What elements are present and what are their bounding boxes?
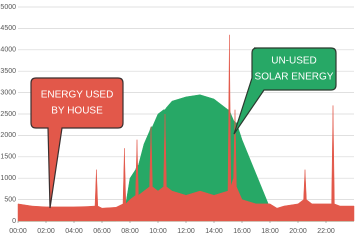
y-tick-label: 0 [12, 218, 16, 225]
x-tick-label: 22:00 [317, 228, 335, 235]
y-tick-label: 3000 [0, 89, 16, 96]
y-tick-label: 5000 [0, 4, 16, 11]
callout-text: BY HOUSE [51, 106, 103, 117]
y-tick-label: 1500 [0, 154, 16, 161]
x-tick-label: 08:00 [121, 228, 139, 235]
areas [17, 34, 355, 222]
callout-text: UN-USED [271, 56, 317, 67]
callout-shape [233, 47, 337, 135]
y-tick-label: 3500 [0, 68, 16, 75]
callout-text: SOLAR ENERGY [255, 72, 334, 83]
y-tick-label: 500 [4, 196, 16, 203]
y-tick-label: 4500 [0, 25, 16, 32]
callout-text: ENERGY USED [41, 90, 114, 101]
x-tick-label: 14:00 [205, 228, 223, 235]
x-tick-label: 18:00 [261, 228, 279, 235]
callout-shape [30, 77, 124, 209]
callout-solar: UN-USED SOLAR ENERGY [233, 47, 337, 135]
callout-house: ENERGY USED BY HOUSE [30, 77, 124, 209]
y-tick-label: 1000 [0, 175, 16, 182]
x-tick-label: 04:00 [65, 228, 83, 235]
y-tick-label: 4000 [0, 47, 16, 54]
x-tick-label: 16:00 [233, 228, 251, 235]
x-tick-label: 02:00 [37, 228, 55, 235]
x-tick-label: 12:00 [177, 228, 195, 235]
y-tick-label: 2000 [0, 132, 16, 139]
x-tick-label: 20:00 [289, 228, 307, 235]
y-tick-label: 2500 [0, 111, 16, 118]
tick-labels: 0 500 1000 1500 2000 2500 3000 3500 4000 4500 5000… [0, 4, 334, 235]
area [17, 34, 355, 222]
x-tick-label: 00:00 [9, 228, 27, 235]
x-tick-label: 10:00 [149, 228, 167, 235]
x-tick-label: 06:00 [93, 228, 111, 235]
